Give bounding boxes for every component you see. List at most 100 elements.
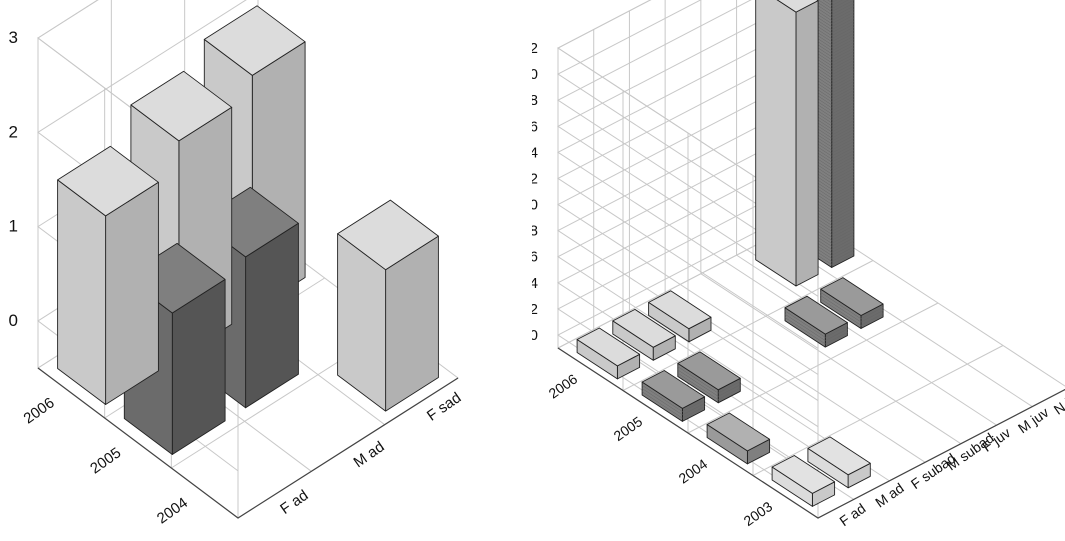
hatch-line [831,225,854,238]
hatch-line [831,189,854,202]
chart-0-z-tick-labels: 0 1 2 3 [9,28,18,330]
bar [57,145,159,405]
hatch-line [820,295,862,323]
hatch-line [718,381,741,394]
hatch-line [831,114,854,127]
chart-1-zgrid-5 [557,74,819,375]
bar-face-top [820,277,884,316]
chart-0-col-label: F ad [277,487,311,518]
chart-1-col-label: M ad [872,480,907,511]
hatch-line [831,102,854,115]
hatch-line [831,180,854,193]
hatch-line [831,177,854,190]
bar-face-side [57,179,107,405]
hatch-line [677,366,719,394]
hatch-line [831,72,854,85]
hatch-line [813,0,832,12]
bar [648,290,712,343]
hatch-line [831,108,854,121]
hatch-line [825,328,848,341]
chart-1-z-tick-label: 2,6 [532,118,538,135]
chart-1-col-label: F ad [836,500,868,529]
chart-0-plot: 0 1 2 3 2006 2005 2004 F adM adF sad [9,0,464,527]
chart-0-z-tick-label: 0 [9,311,18,330]
hatch-line [831,249,854,262]
chart-0-bars [57,5,439,455]
hatch-line [831,237,854,250]
hatch-line [784,310,826,338]
chart-0-z-tick-label: 2 [9,122,18,141]
hatch-line [831,78,854,91]
chart-1-z-tick-label: 1,0 [532,327,538,344]
bar-face-top [677,351,741,391]
chart-0-col-label: F sad [424,389,464,424]
hatch-line [831,138,854,151]
hatch-line [718,384,741,397]
chart-1-z-tick-label: 2,2 [532,170,538,187]
hatch-line [831,204,854,217]
hatch-line [831,168,854,181]
bar-face-side [755,0,797,287]
chart-0-row-label: 2006 [21,394,58,427]
hatch-line [784,317,826,345]
hatch-line [831,171,854,184]
bar [755,0,819,287]
hatch-line [831,141,854,154]
chart-1-z-tick-label: 1,8 [532,223,538,240]
hatch-line [831,81,854,94]
hatch-line [831,93,854,106]
hatch-line [831,162,854,175]
hatch-line [831,222,854,235]
bar-face-top [641,370,706,409]
hatch-line [831,144,854,157]
right-chart-canvas: 1,0 1,2 1,4 1,6 1,8 2,0 2,2 2,4 2,6 2,8 3,0 3,2 2006… [517,0,1065,529]
hatch-line [820,292,862,319]
chart-1-col-label: F juv [979,424,1013,455]
hatch-line [831,48,854,60]
bar-face-top [771,455,836,494]
hatch-line [831,26,854,39]
chart-1-floor-row-line-3 [752,345,1004,476]
bar [641,370,706,422]
hatch-line [831,39,854,51]
bar-face-front [795,0,819,287]
hatch-line [831,45,854,57]
chart-0-floor-front-edge [37,367,459,519]
hatch-line [831,120,854,133]
hatch-line [831,11,854,24]
hatch-line [831,126,854,139]
bar [807,436,871,489]
hatch-line [831,111,854,124]
chart-0-row-label: 2004 [154,494,191,527]
chart-1-col-label: M juv [1015,404,1052,436]
hatch-line [831,69,854,82]
chart-1-zgrid-7 [557,21,819,323]
hatch-line [831,0,854,12]
hatch-line [831,240,854,253]
hatch-line [831,0,849,9]
chart-1-zgrid-9 [557,0,819,271]
hatch-line [641,388,683,416]
hatch-line [831,75,854,88]
hatch-line [831,195,854,208]
bar-face-top [706,412,771,452]
hatch-line [682,399,705,412]
hatch-line [831,63,854,76]
chart-1-z-tick-label: 2,4 [532,144,538,161]
hatch-line [831,42,854,54]
chart-1-row-label: 2004 [676,455,711,486]
hatch-line [822,0,832,6]
hatch-line [831,54,854,67]
hatch-line [831,96,854,109]
hatch-line [831,213,854,226]
hatch-line [831,198,854,211]
hatch-line [831,153,854,166]
chart-1-zgrid-6 [557,47,819,349]
hatch-line [831,123,854,136]
hatch-line [677,373,719,400]
hatch-line [831,147,854,160]
hatch-line [784,314,826,341]
hatch-line [831,117,854,130]
hatch-line [831,5,854,18]
hatch-line [831,201,854,214]
